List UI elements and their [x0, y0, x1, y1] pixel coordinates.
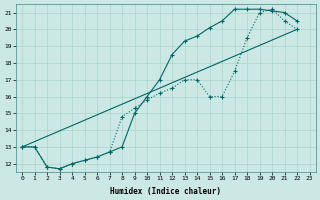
X-axis label: Humidex (Indice chaleur): Humidex (Indice chaleur) — [110, 187, 221, 196]
